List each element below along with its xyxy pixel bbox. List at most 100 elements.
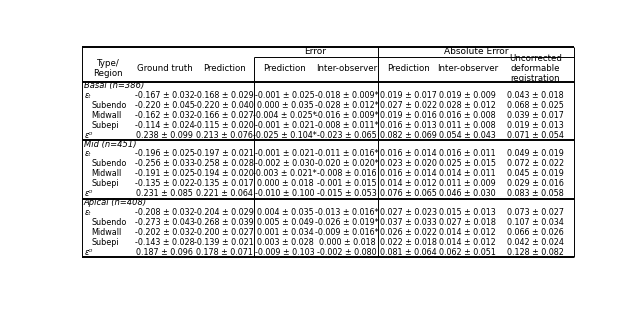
Text: 0.014 ± 0.011: 0.014 ± 0.011 (439, 169, 496, 178)
Text: 0.019 ± 0.016: 0.019 ± 0.016 (380, 111, 436, 120)
Text: εₜ: εₜ (84, 149, 92, 158)
Text: 0.187 ± 0.096: 0.187 ± 0.096 (136, 248, 193, 257)
Text: -0.197 ± 0.021: -0.197 ± 0.021 (194, 149, 254, 158)
Text: 0.019 ± 0.013: 0.019 ± 0.013 (507, 121, 564, 130)
Text: 0.022 ± 0.018: 0.022 ± 0.018 (380, 238, 436, 247)
Text: 0.005 ± 0.049: 0.005 ± 0.049 (257, 218, 314, 227)
Text: Prediction: Prediction (264, 64, 307, 73)
Text: Subendo: Subendo (92, 159, 127, 168)
Text: 0.011 ± 0.008: 0.011 ± 0.008 (439, 121, 496, 130)
Text: -0.220 ± 0.040: -0.220 ± 0.040 (195, 100, 254, 110)
Text: -0.015 ± 0.053: -0.015 ± 0.053 (317, 189, 377, 198)
Text: Subendo: Subendo (92, 100, 127, 110)
Text: -0.008 ± 0.016: -0.008 ± 0.016 (317, 169, 377, 178)
Text: 0.011 ± 0.009: 0.011 ± 0.009 (439, 179, 496, 188)
Text: -0.194 ± 0.020: -0.194 ± 0.020 (195, 169, 254, 178)
Text: 0.015 ± 0.013: 0.015 ± 0.013 (439, 208, 496, 217)
Text: 0.000 ± 0.018: 0.000 ± 0.018 (319, 238, 375, 247)
Text: 0.178 ± 0.071: 0.178 ± 0.071 (196, 248, 253, 257)
Text: -0.026 ± 0.019*: -0.026 ± 0.019* (315, 218, 379, 227)
Text: -0.010 ± 0.100: -0.010 ± 0.100 (255, 189, 315, 198)
Text: 0.073 ± 0.027: 0.073 ± 0.027 (507, 208, 564, 217)
Text: 0.027 ± 0.022: 0.027 ± 0.022 (380, 100, 436, 110)
Text: -0.268 ± 0.039: -0.268 ± 0.039 (195, 218, 254, 227)
Text: 0.066 ± 0.026: 0.066 ± 0.026 (507, 228, 564, 237)
Text: -0.004 ± 0.025*: -0.004 ± 0.025* (253, 111, 317, 120)
Text: -0.008 ± 0.011*: -0.008 ± 0.011* (316, 121, 379, 130)
Text: εᴼ: εᴼ (84, 189, 93, 198)
Text: Subendo: Subendo (92, 218, 127, 227)
Text: 0.026 ± 0.022: 0.026 ± 0.022 (380, 228, 436, 237)
Text: Midwall: Midwall (92, 228, 122, 237)
Text: 0.016 ± 0.008: 0.016 ± 0.008 (439, 111, 496, 120)
Text: -0.162 ± 0.032: -0.162 ± 0.032 (134, 111, 195, 120)
Text: 0.016 ± 0.013: 0.016 ± 0.013 (380, 121, 436, 130)
Text: 0.045 ± 0.019: 0.045 ± 0.019 (507, 169, 564, 178)
Text: Subepi: Subepi (92, 238, 119, 247)
Text: Subepi: Subepi (92, 179, 119, 188)
Text: 0.039 ± 0.017: 0.039 ± 0.017 (507, 111, 564, 120)
Text: -0.002 ± 0.030: -0.002 ± 0.030 (255, 159, 315, 168)
Text: 0.019 ± 0.009: 0.019 ± 0.009 (439, 91, 496, 100)
Text: Prediction: Prediction (203, 64, 246, 73)
Text: 0.128 ± 0.082: 0.128 ± 0.082 (507, 248, 564, 257)
Text: -0.001 ± 0.021: -0.001 ± 0.021 (255, 149, 315, 158)
Text: 0.003 ± 0.028: 0.003 ± 0.028 (257, 238, 314, 247)
Text: -0.204 ± 0.029: -0.204 ± 0.029 (194, 208, 254, 217)
Text: 0.027 ± 0.023: 0.027 ± 0.023 (380, 208, 436, 217)
Text: -0.002 ± 0.080: -0.002 ± 0.080 (317, 248, 377, 257)
Text: -0.025 ± 0.104*: -0.025 ± 0.104* (253, 131, 317, 140)
Text: -0.114 ± 0.024: -0.114 ± 0.024 (134, 121, 195, 130)
Text: 0.001 ± 0.034: 0.001 ± 0.034 (257, 228, 314, 237)
Text: Mid (n=451): Mid (n=451) (84, 140, 136, 149)
Text: -0.009 ± 0.103: -0.009 ± 0.103 (255, 248, 315, 257)
Text: -0.001 ± 0.015: -0.001 ± 0.015 (317, 179, 377, 188)
Text: Absolute Error: Absolute Error (444, 48, 508, 56)
Text: -0.200 ± 0.027: -0.200 ± 0.027 (194, 228, 254, 237)
Text: 0.014 ± 0.012: 0.014 ± 0.012 (439, 238, 496, 247)
Text: 0.042 ± 0.024: 0.042 ± 0.024 (507, 238, 564, 247)
Text: Subepi: Subepi (92, 121, 119, 130)
Text: 0.016 ± 0.014: 0.016 ± 0.014 (380, 149, 436, 158)
Text: εₜ: εₜ (84, 208, 92, 217)
Text: 0.023 ± 0.020: 0.023 ± 0.020 (380, 159, 436, 168)
Text: 0.062 ± 0.051: 0.062 ± 0.051 (439, 248, 496, 257)
Text: 0.076 ± 0.065: 0.076 ± 0.065 (380, 189, 436, 198)
Text: 0.027 ± 0.018: 0.027 ± 0.018 (439, 218, 496, 227)
Text: -0.168 ± 0.029: -0.168 ± 0.029 (195, 91, 254, 100)
Text: -0.135 ± 0.022: -0.135 ± 0.022 (134, 179, 195, 188)
Text: -0.143 ± 0.028: -0.143 ± 0.028 (134, 238, 195, 247)
Text: -0.016 ± 0.009*: -0.016 ± 0.009* (315, 111, 379, 120)
Text: -0.028 ± 0.012*: -0.028 ± 0.012* (315, 100, 379, 110)
Text: -0.196 ± 0.025: -0.196 ± 0.025 (134, 149, 195, 158)
Text: Prediction: Prediction (387, 64, 429, 73)
Text: 0.043 ± 0.018: 0.043 ± 0.018 (507, 91, 564, 100)
Text: 0.029 ± 0.016: 0.029 ± 0.016 (507, 179, 564, 188)
Text: 0.025 ± 0.015: 0.025 ± 0.015 (439, 159, 496, 168)
Text: Ground truth: Ground truth (136, 64, 193, 73)
Text: 0.028 ± 0.012: 0.028 ± 0.012 (439, 100, 496, 110)
Text: -0.011 ± 0.016*: -0.011 ± 0.016* (316, 149, 379, 158)
Text: 0.072 ± 0.022: 0.072 ± 0.022 (507, 159, 564, 168)
Text: 0.014 ± 0.012: 0.014 ± 0.012 (380, 179, 436, 188)
Text: -0.001 ± 0.025: -0.001 ± 0.025 (255, 91, 315, 100)
Text: Type/
Region: Type/ Region (93, 59, 123, 78)
Text: 0.049 ± 0.019: 0.049 ± 0.019 (507, 149, 564, 158)
Text: 0.037 ± 0.033: 0.037 ± 0.033 (380, 218, 436, 227)
Text: -0.003 ± 0.021*: -0.003 ± 0.021* (253, 169, 317, 178)
Text: 0.107 ± 0.034: 0.107 ± 0.034 (507, 218, 564, 227)
Text: -0.258 ± 0.028: -0.258 ± 0.028 (194, 159, 254, 168)
Text: -0.139 ± 0.021: -0.139 ± 0.021 (195, 238, 254, 247)
Text: -0.167 ± 0.032: -0.167 ± 0.032 (134, 91, 195, 100)
Text: -0.166 ± 0.027: -0.166 ± 0.027 (195, 111, 254, 120)
Text: 0.019 ± 0.017: 0.019 ± 0.017 (380, 91, 436, 100)
Text: εᴼ: εᴼ (84, 131, 93, 140)
Text: 0.054 ± 0.043: 0.054 ± 0.043 (439, 131, 496, 140)
Text: Uncorrected
deformable
registration: Uncorrected deformable registration (509, 54, 562, 83)
Text: εₜ: εₜ (84, 91, 92, 100)
Text: -0.220 ± 0.045: -0.220 ± 0.045 (134, 100, 195, 110)
Text: -0.020 ± 0.020*: -0.020 ± 0.020* (315, 159, 379, 168)
Text: -0.202 ± 0.032: -0.202 ± 0.032 (134, 228, 195, 237)
Text: -0.208 ± 0.032: -0.208 ± 0.032 (134, 208, 195, 217)
Text: 0.081 ± 0.064: 0.081 ± 0.064 (380, 248, 436, 257)
